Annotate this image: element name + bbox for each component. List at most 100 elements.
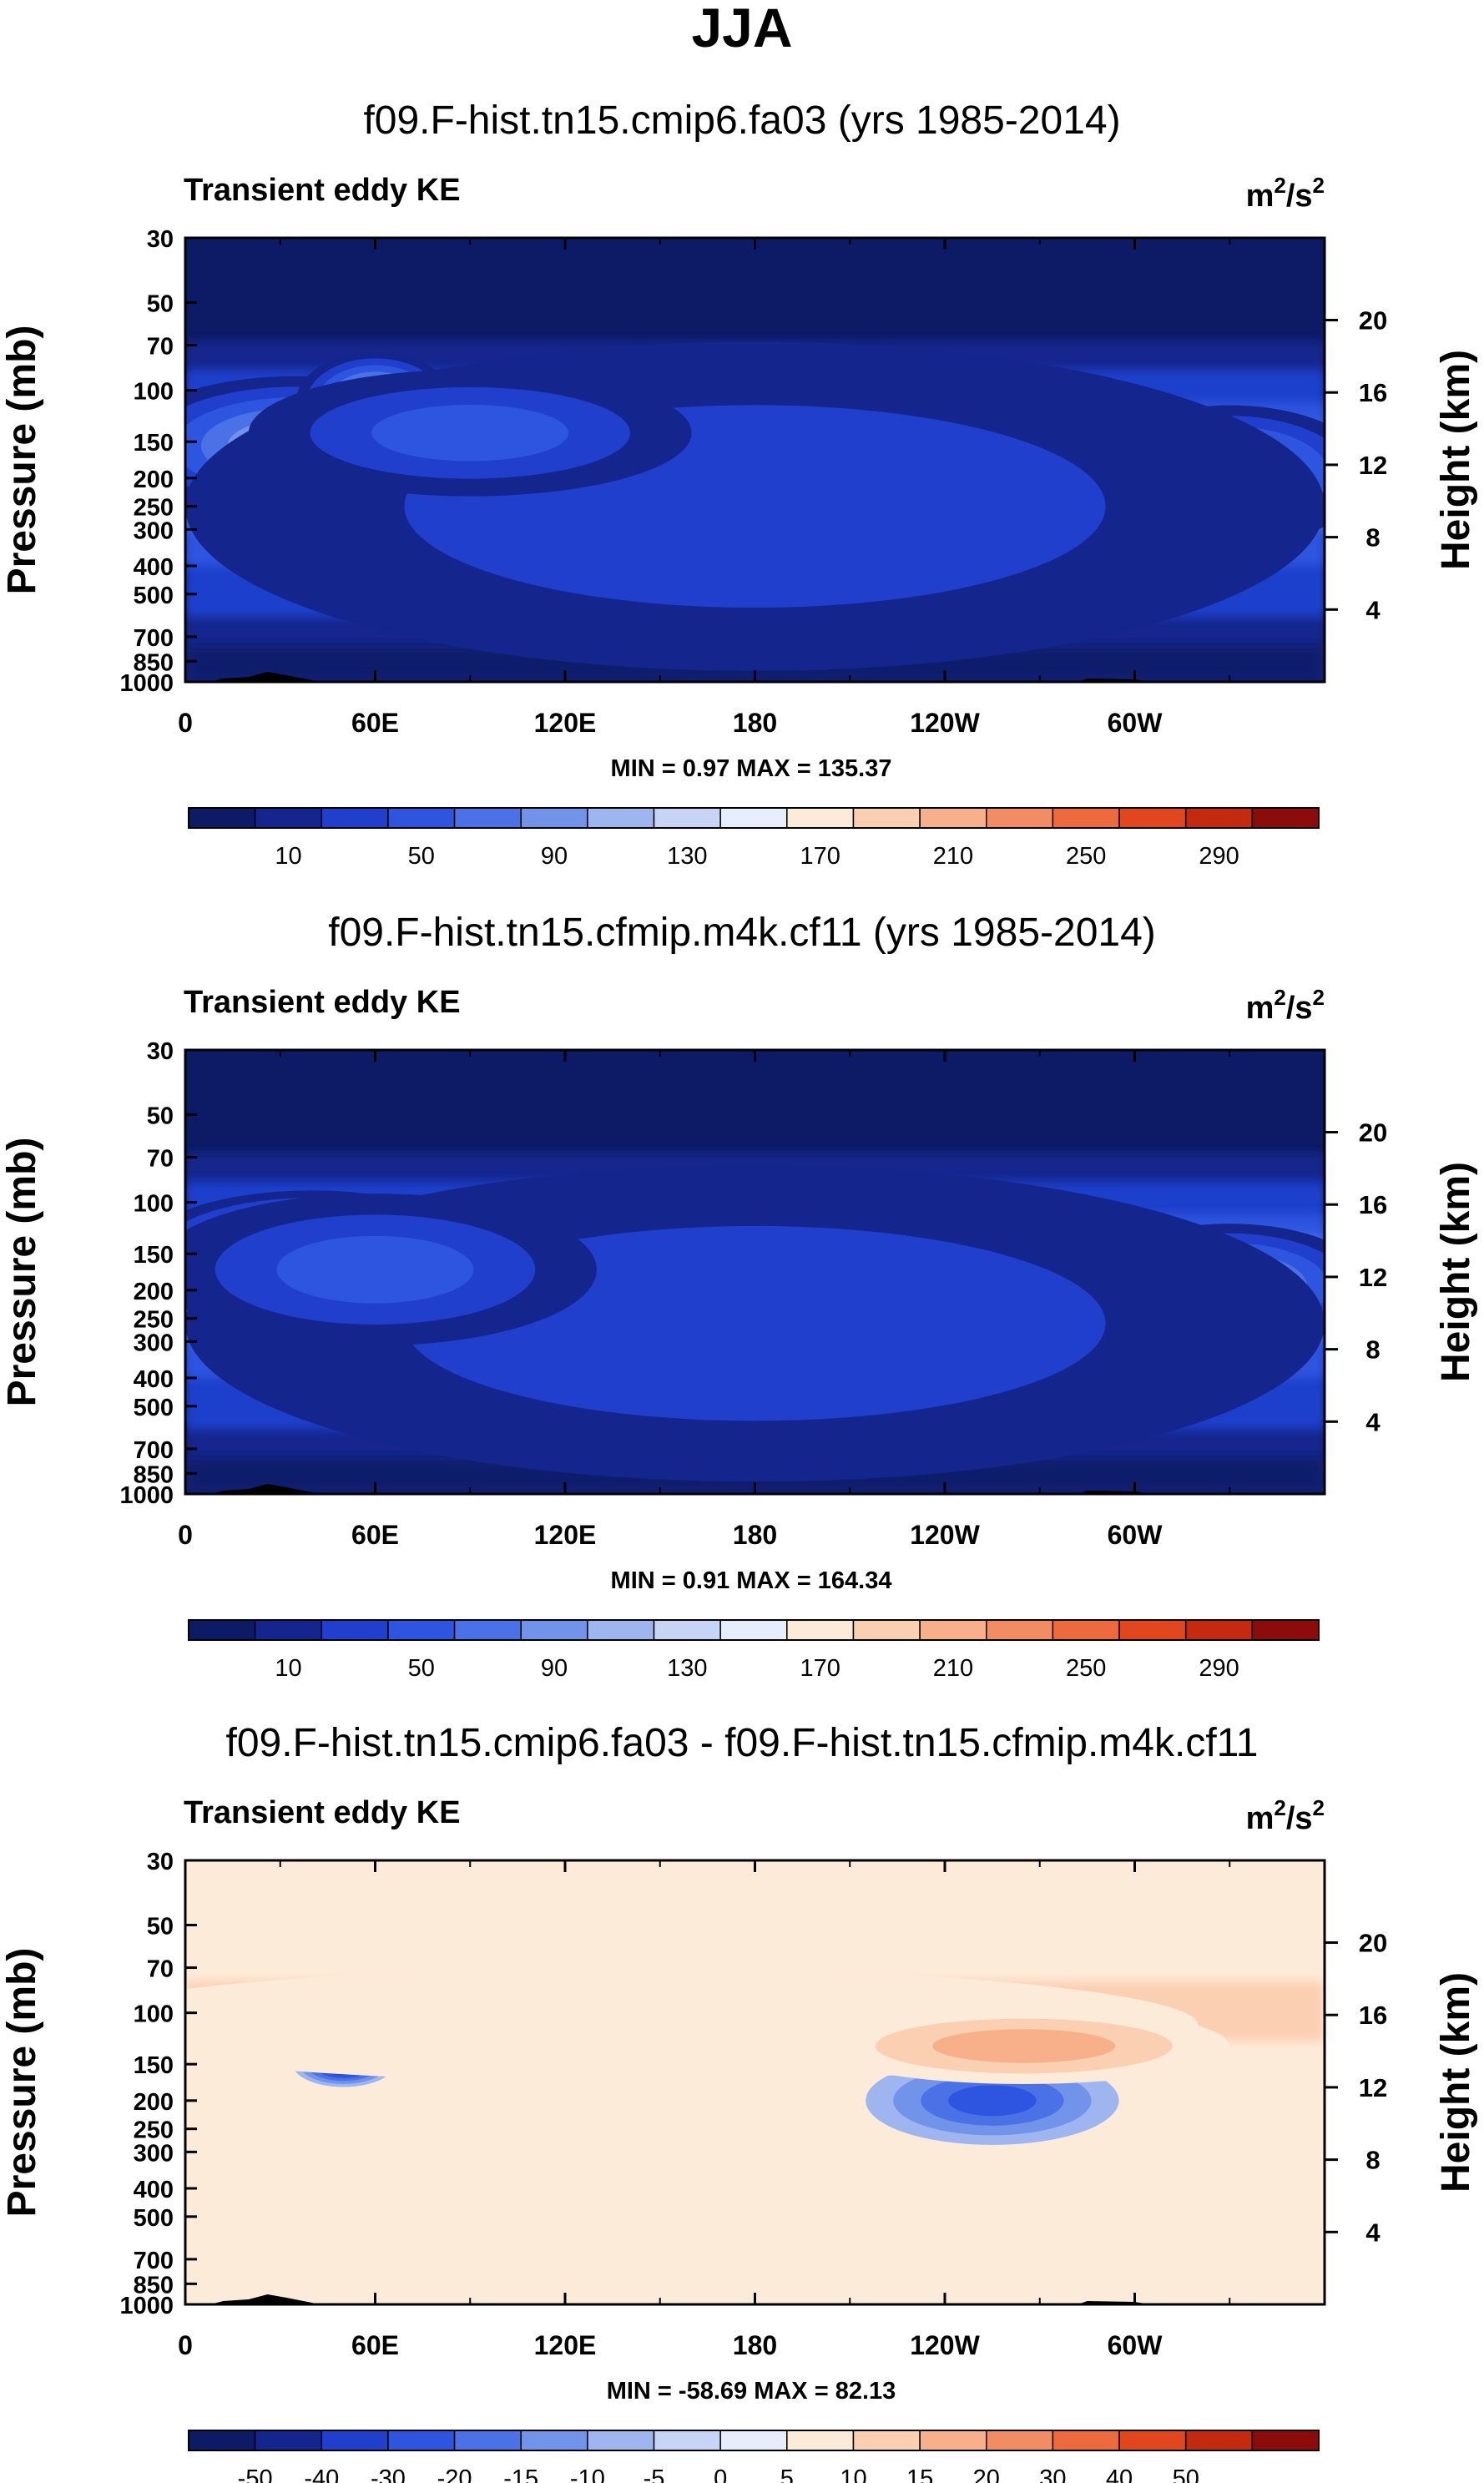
colorbar-swatch (387, 807, 456, 829)
colorbar-swatch (1052, 2430, 1120, 2451)
x-tick-label: 120W (910, 708, 980, 738)
colorbar-swatch (986, 1619, 1054, 1641)
panel-2: f09.F-hist.tn15.cfmip.m4k.cf11 (yrs 1985… (0, 911, 1478, 1682)
contour-blob (948, 2085, 1037, 2117)
x-tick-label: 60W (1108, 708, 1163, 738)
x-tick-label: 120E (534, 708, 597, 738)
colorbar-label: -5 (644, 2465, 665, 2483)
colorbar-swatch (188, 807, 256, 829)
x-tick-label: 60E (351, 1520, 399, 1550)
height-tick-label: 8 (1365, 523, 1380, 553)
x-tick-label: 60E (351, 2330, 399, 2360)
y-tick-label: 500 (134, 583, 174, 609)
y-tick-label: 150 (134, 1242, 174, 1269)
units-sup: 2 (1274, 173, 1285, 198)
panel-1: f09.F-hist.tn15.cmip6.fa03 (yrs 1985-201… (0, 98, 1478, 870)
height-tick-label: 4 (1365, 1407, 1381, 1436)
colorbar-swatch (852, 807, 921, 829)
height-tick-label: 8 (1365, 2146, 1380, 2175)
height-tick-label: 20 (1359, 306, 1387, 336)
colorbar-label: 50 (1173, 2465, 1199, 2483)
colorbar-swatch (653, 807, 721, 829)
colorbar-label: 290 (1199, 843, 1239, 870)
units-sup: 2 (1313, 1795, 1325, 1820)
colorbar-swatch (852, 2430, 921, 2451)
topography (210, 1484, 319, 1494)
colorbar-swatch (852, 1619, 921, 1641)
units-mid: /s (1286, 991, 1313, 1026)
colorbar-swatch (520, 807, 588, 829)
x-tick-label: 60W (1108, 1520, 1163, 1550)
colorbar-label: 90 (541, 1655, 568, 1682)
colorbar-label: -15 (503, 2465, 538, 2483)
colorbar-swatch (1118, 1619, 1187, 1641)
x-tick-label: 120E (534, 1520, 597, 1550)
colorbar-swatch (254, 2430, 323, 2451)
panel-title: f09.F-hist.tn15.cmip6.fa03 - f09.F-hist.… (226, 1721, 1259, 1765)
colorbar-swatch (321, 807, 389, 829)
colorbar-swatch (520, 2430, 588, 2451)
y2-axis-title: Height (km) (1434, 350, 1478, 570)
y-tick-label: 850 (134, 1461, 174, 1488)
colorbar-label: 50 (408, 843, 435, 870)
colorbar-label: 20 (973, 2465, 1000, 2483)
units-mid: /s (1286, 1801, 1313, 1836)
colorbar-label: 210 (933, 843, 973, 870)
height-tick-label: 4 (1365, 595, 1381, 624)
colorbar-swatch (321, 1619, 389, 1641)
y-tick-label: 500 (134, 1395, 174, 1421)
y-tick-label: 1000 (119, 670, 174, 697)
height-tick-label: 4 (1365, 2218, 1381, 2247)
y2-axis-title: Height (km) (1434, 1162, 1478, 1382)
y-tick-label: 250 (134, 495, 174, 522)
panel-title: f09.F-hist.tn15.cfmip.m4k.cf11 (yrs 1985… (328, 911, 1156, 955)
units-base: m (1246, 1801, 1275, 1836)
height-tick-label: 16 (1359, 378, 1387, 407)
min-max-stats: MIN = 0.97 MAX = 135.37 (611, 755, 892, 782)
figure-title: JJA (691, 0, 792, 58)
colorbar-swatch (387, 1619, 456, 1641)
colorbar-swatch (1052, 1619, 1120, 1641)
variable-label: Transient eddy KE (184, 985, 461, 1020)
colorbar-swatch (1251, 807, 1320, 829)
y-tick-label: 70 (147, 1956, 174, 1983)
colorbar-label: 10 (275, 1655, 301, 1682)
colorbar-swatch (1118, 2430, 1187, 2451)
colorbar-swatch (919, 2430, 987, 2451)
contour-blob (422, 2089, 708, 2304)
x-tick-label: 60W (1108, 2330, 1163, 2360)
y-tick-label: 200 (134, 2089, 174, 2116)
x-tick-label: 0 (178, 2330, 193, 2360)
colorbar-swatch (520, 1619, 588, 1641)
colorbar-swatch (719, 807, 788, 829)
y-tick-label: 700 (134, 625, 174, 652)
colorbar-label: 50 (408, 1655, 435, 1682)
colorbar-swatch (587, 807, 655, 829)
colorbar-swatch (786, 807, 855, 829)
colorbar-swatch (986, 2430, 1054, 2451)
x-tick-label: 120W (910, 2330, 980, 2360)
y-tick-label: 850 (134, 2272, 174, 2299)
min-max-stats: MIN = -58.69 MAX = 82.13 (607, 2378, 896, 2405)
colorbar-swatch (653, 2430, 721, 2451)
colorbar-swatch (1052, 807, 1120, 829)
variable-label: Transient eddy KE (184, 1795, 461, 1830)
y-tick-label: 850 (134, 649, 174, 676)
colorbar-swatch (786, 1619, 855, 1641)
x-tick-label: 120E (534, 2330, 597, 2360)
colorbar-swatch (653, 1619, 721, 1641)
colorbar-swatch (453, 2430, 522, 2451)
colorbar-swatch (1251, 1619, 1320, 1641)
y-tick-label: 100 (134, 379, 174, 406)
units-sup: 2 (1274, 985, 1285, 1010)
colorbar-swatch (453, 1619, 522, 1641)
units-label: m2/s2 (1246, 985, 1325, 1026)
height-tick-label: 12 (1359, 451, 1387, 480)
colorbar-label: 10 (840, 2465, 866, 2483)
y-tick-label: 400 (134, 2177, 174, 2203)
contour-field (185, 1860, 1325, 2304)
height-tick-label: 16 (1359, 1190, 1387, 1219)
colorbar-label: 90 (541, 843, 568, 870)
units-sup: 2 (1274, 1795, 1285, 1820)
contour-band (185, 2128, 1325, 2259)
